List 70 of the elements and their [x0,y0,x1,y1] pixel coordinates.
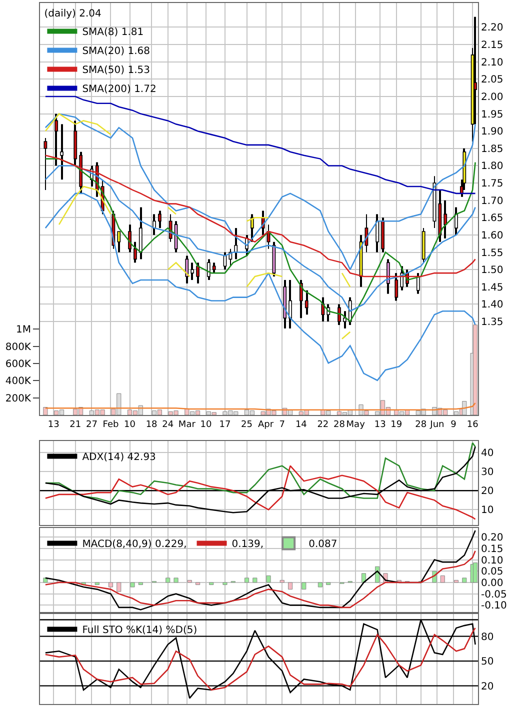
y-tick-label: 1.55 [481,248,504,259]
legend-title: (daily) 2.04 [44,8,102,20]
y-tick-label: 2.05 [481,74,504,86]
x-tick-label: Apr [258,420,274,430]
x-tick-label: May [346,420,366,430]
y-tick-label: 2.15 [481,40,504,52]
y-tick-label: 0.10 [481,555,504,566]
legend-label: 0.139, [232,539,264,550]
legend-label: 0.087 [308,539,338,550]
y2-tick-label: 600K [5,359,32,370]
x-tick-label: 18 [146,420,158,430]
y-tick-label: 1.65 [481,213,504,224]
x-tick-label: 19 [390,420,402,430]
legend-label: MACD(8,40,9) 0.229, [82,539,187,550]
y-tick-label: 2.20 [481,22,504,34]
y-tick-label: 20 [481,681,494,692]
legend-label: SMA(20) 1.68 [82,46,150,58]
x-tick-label: Jun [429,420,444,430]
y-tick-label: 20 [481,486,494,498]
x-tick-label: Mar [178,420,196,430]
y2-tick-label: 1M [16,324,31,336]
legend-label: SMA(200) 1.72 [82,84,156,96]
y-tick-label: 30 [481,467,494,478]
y-tick-label: 1.90 [481,126,504,138]
y-tick-label: -0.05 [481,589,507,600]
x-tick-label: 17 [219,420,231,430]
y-tick-label: 1.80 [481,161,504,172]
x-tick-label: 14 [295,420,308,430]
y-tick-label: 1.95 [481,109,504,120]
x-tick-label: 21 [70,420,82,430]
y-tick-label: 10 [481,505,494,516]
y-tick-label: 50 [481,656,494,668]
y-tick-label: -0.10 [481,600,507,612]
x-tick-label: 10 [200,420,212,430]
y2-tick-label: 200K [5,393,32,404]
x-tick-label: 28 [415,420,427,430]
x-tick-label: 27 [86,420,98,430]
legend-label: Full STO %K(14) %D(5) [82,625,198,636]
x-tick-label: 28 [334,420,346,430]
y-tick-label: 0.05 [481,566,504,578]
y-tick-label: 2.10 [481,57,504,68]
y-tick-label: 1.75 [481,178,504,190]
y-tick-label: 1.40 [481,300,504,311]
x-tick-label: 7 [279,420,285,430]
y-tick-label: 1.35 [481,317,504,328]
y-tick-label: 1.85 [481,144,504,155]
legend-label: ADX(14) 42.93 [82,452,156,464]
x-tick-label: 9 [450,420,457,430]
x-tick-label: 10 [124,420,136,430]
y-tick-label: 2.00 [481,92,504,103]
y2-tick-label: 800K [5,342,32,353]
y-tick-label: 1.60 [481,230,504,242]
y-tick-label: 1.45 [481,282,504,294]
y-tick-label: 1.70 [481,196,504,207]
y-tick-label: 40 [481,448,494,459]
y-tick-label: 0.15 [481,544,504,555]
y2-tick-label: 400K [5,376,32,388]
x-tick-label: 16 [466,420,479,430]
x-tick-label: 24 [162,420,174,430]
y-tick-label: 1.50 [481,265,504,276]
y-tick-label: 0.20 [481,532,504,544]
x-tick-label: 25 [241,420,252,430]
legend-label: SMA(50) 1.53 [82,65,150,76]
y-tick-label: 80 [481,632,494,643]
x-tick-label: 22 [317,420,329,430]
legend-label: SMA(8) 1.81 [82,27,144,38]
y-tick-label: 0.00 [481,578,504,589]
x-tick-label: 13 [374,420,386,430]
x-tick-label: 13 [48,420,60,430]
x-tick-label: Feb [102,420,119,430]
